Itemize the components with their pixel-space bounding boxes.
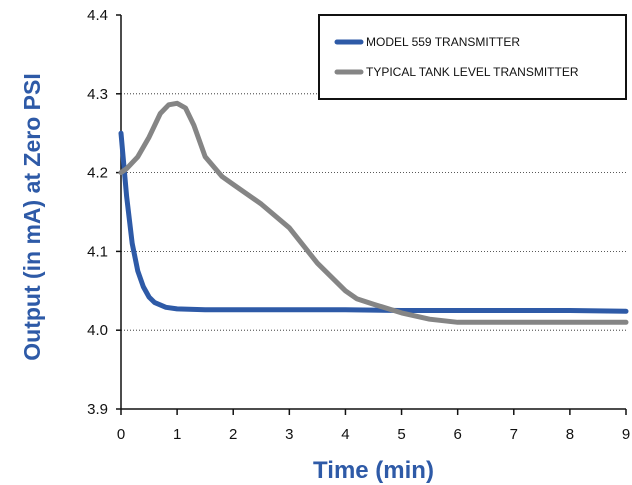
x-tick-label: 9 xyxy=(622,426,630,443)
series-line-2 xyxy=(118,100,629,325)
legend-label-1: MODEL 559 TRANSMITTER xyxy=(366,35,520,49)
legend-box xyxy=(318,14,627,100)
x-axis-title: Time (min) xyxy=(313,457,434,484)
y-tick-label: 3.9 xyxy=(87,401,108,418)
x-tick-label: 6 xyxy=(453,426,461,443)
y-axis-title: Output (in mA) at Zero PSI xyxy=(19,73,45,361)
y-tick-label: 4.2 xyxy=(87,165,108,182)
x-tick-label: 3 xyxy=(285,426,293,443)
y-tick-label: 4.4 xyxy=(87,7,108,24)
y-tick-label: 4.0 xyxy=(87,322,108,339)
x-tick-label: 1 xyxy=(173,426,181,443)
x-tick-label: 2 xyxy=(229,426,237,443)
legend-label-2: TYPICAL TANK LEVEL TRANSMITTER xyxy=(366,65,579,79)
y-tick-label: 4.1 xyxy=(87,243,108,260)
x-tick-label: 7 xyxy=(510,426,518,443)
x-tick-label: 8 xyxy=(566,426,574,443)
series-line-1 xyxy=(118,130,629,314)
y-tick-label: 4.3 xyxy=(87,86,108,103)
x-tick-label: 4 xyxy=(341,426,349,443)
x-tick-label: 5 xyxy=(397,426,405,443)
x-tick-label: 0 xyxy=(117,426,125,443)
